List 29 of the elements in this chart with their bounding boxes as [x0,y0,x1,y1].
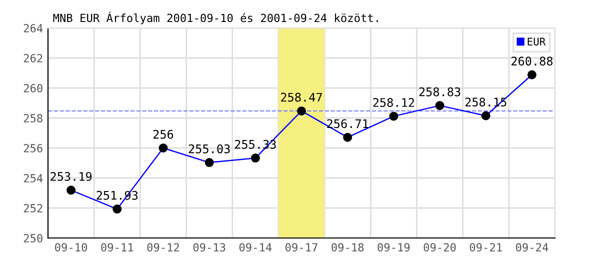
y-tick-label: 256 [24,144,42,152]
x-tick-label: 09-18 [332,243,364,252]
x-tick-label: 09-20 [424,243,456,252]
chart-title: MNB EUR Árfolyam 2001-09-10 és 2001-09-24 között. [53,12,378,24]
x-tick-label: 09-17 [286,243,318,252]
y-tick-label: 258 [24,114,42,122]
y-tick-label: 252 [24,204,42,212]
x-tick-label: 09-19 [378,243,410,252]
y-tick-label: 254 [24,174,43,182]
y-tick-label: 260 [24,84,42,92]
data-label: 260.88 [512,56,553,66]
data-label: 256 [153,130,174,139]
x-tick-label: 09-24 [516,243,548,252]
data-label: 258.83 [419,87,460,96]
legend-label: EUR [528,38,546,46]
x-tick-label: 09-13 [193,243,226,252]
x-tick-label: 09-10 [55,243,88,252]
x-tick-label: 09-14 [239,243,272,252]
x-tick-label: 09-11 [101,243,134,252]
y-tick-label: 250 [24,234,42,242]
y-tick-label: 262 [24,54,42,62]
y-tick-label: 264 [24,24,43,32]
data-label: 258.12 [373,98,414,107]
x-tick-label: 09-12 [147,243,180,252]
data-label: 255.03 [188,144,230,154]
data-label: 258.47 [281,92,322,102]
data-label: 256.71 [327,119,368,128]
x-tick-label: 09-21 [470,243,502,252]
data-label: 253.19 [50,172,92,181]
